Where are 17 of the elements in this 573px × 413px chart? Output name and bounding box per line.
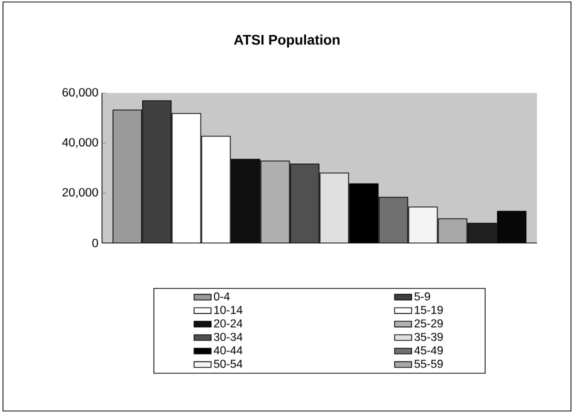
legend-label: 40-44 <box>214 346 242 354</box>
legend-label: 25-29 <box>414 319 443 328</box>
legend-label: 0-4 <box>214 292 230 300</box>
legend-label: 30-34 <box>214 332 242 341</box>
y-tick-label: 40,000 <box>62 138 98 148</box>
chart-title: ATSI Population <box>234 34 340 48</box>
legend-label: 10-14 <box>214 306 242 314</box>
legend-label: 55-59 <box>414 360 443 368</box>
legend-label: 20-24 <box>214 319 242 328</box>
legend-label: 35-39 <box>414 332 443 341</box>
legend-label: 5-9 <box>414 292 430 300</box>
legend-label: 50-54 <box>214 360 242 368</box>
legend-label: 45-49 <box>414 346 443 354</box>
y-tick-label: 60,000 <box>62 88 98 98</box>
y-tick-label: 20,000 <box>62 188 98 198</box>
y-tick-label: 0 <box>92 238 98 248</box>
legend-label: 15-19 <box>414 306 443 314</box>
